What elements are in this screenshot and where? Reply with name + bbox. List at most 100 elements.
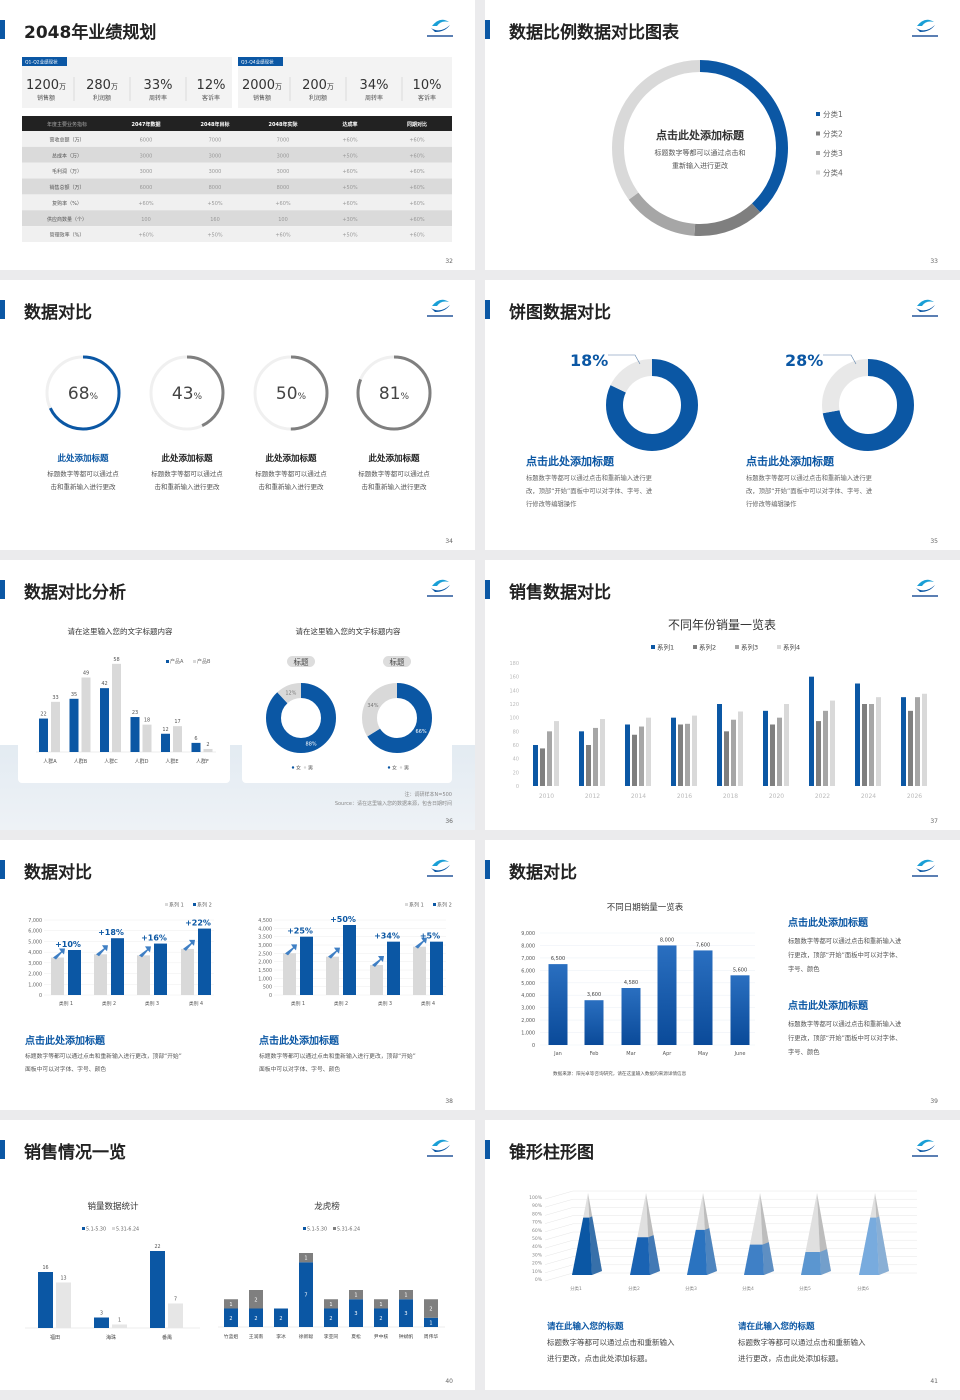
x-tick-label: 2014 [631,793,646,800]
legend-label: 系列3 [741,643,758,652]
gridline [544,1215,917,1224]
y-tick-label: 2,500 [258,951,272,957]
table-cell: 3000 [209,169,222,175]
category-label: 分类5 [799,1285,811,1292]
legend-swatch [112,1227,115,1230]
data-label: 22 [40,712,46,718]
data-label: 1 [118,1318,121,1324]
ring-value: 68% [68,384,99,404]
bar [69,698,79,752]
legend-swatch [816,131,820,136]
data-label: 33 [52,695,58,701]
x-tick-label: 2016 [677,793,692,800]
cone-value-side [762,1242,774,1275]
slide-37[interactable]: 不同年份销量一览表 系列1 系列2 系列3 系列4 0 20 40 60 80 100 120 140 1… [485,560,960,830]
legend-swatch [816,151,820,155]
gridline [544,1256,917,1265]
item-body: 击和重新输入进行更改 [155,482,221,491]
data-label: 7,600 [696,942,710,948]
slide-40[interactable]: 销量数据统计 龙虎榜 5.1-5.30 5.31-6.24 5.1-5.30 5.31-6… [0,1120,475,1390]
kpi-label: 利润额 [309,94,327,102]
block-title: 请在此输入您的标题 [738,1321,815,1332]
donut-slice [266,683,336,753]
block-body: 标题数字等都可以通过点击和重新输入进行更改，顶部“开始” [25,1052,182,1060]
title-tag-label: 标题 [294,657,309,667]
gridline [544,1239,917,1249]
bar [763,710,768,786]
slide-41[interactable]: 0% 10% 20% 30% 40% 50% 60% 70% 80% 90% 100% 分类1 分类2 分… [485,1120,960,1390]
category-label: 海珠 [106,1334,116,1341]
kpi-number: 33% [144,78,173,93]
slide-38[interactable]: 0 1,000 2,000 3,000 4,000 5,000 6,000 7,000 系列 1… [0,840,475,1110]
cone-value [801,1252,821,1275]
x-tick-label: 2024 [861,793,876,800]
block-title: 点击此处添加标题 [526,454,615,468]
slide-content: 0% 10% 20% 30% 40% 50% 60% 70% 80% 90% 100% 分类1 分类2 分… [529,1190,917,1363]
bar [130,717,140,752]
block-body: 标题数字等都可以通过点击和重新输入进 [788,1019,902,1028]
cone-value-side [589,1216,602,1275]
segment-label: 1 [379,1302,382,1308]
slide-33[interactable]: 点击此处添加标题 标题数字等都可以通过点击和 重新输入进行更改 分类1 分类2 分类3 分类… [485,0,960,270]
table-cell: 7000 [209,138,222,144]
y-tick-label: 120 [509,702,519,708]
kpi-unit: 万 [275,83,282,91]
bar-segment [299,1253,313,1263]
data-label: 35 [71,692,77,698]
bar-segment [224,1308,238,1327]
bar [413,946,426,995]
bar [430,941,443,995]
table-cell: 7000 [277,138,290,144]
table-cell: +60% [342,201,358,207]
ring-unit: % [298,392,307,402]
block-body: 标题数字等都可以通过点击和重新输入 [547,1337,675,1347]
table-cell: 6000 [140,138,153,144]
bar [173,726,182,752]
legend-label: 分类4 [823,168,843,178]
x-tick-label: 2026 [907,793,922,800]
y-tick-label: 3,000 [258,943,272,949]
category-label: Mar [626,1051,636,1057]
bar [142,724,152,752]
legend-label: 5.1-5.30 [86,1227,106,1233]
category-label: 福田 [50,1334,60,1341]
bar [94,1317,109,1328]
y-tick-label: 0% [535,1277,543,1283]
kpi-number: 34% [360,78,389,93]
block-body: 改，顶部“开始”面板中可以对字体、字号、进 [526,486,653,495]
company-logo-icon [912,19,938,37]
block-body: 行修改等编辑操作 [526,499,577,508]
table-cell: +50% [342,185,358,191]
kpi-tag [22,57,67,66]
legend-label: 5.1-5.30 [307,1227,327,1233]
donut-slice [362,683,432,753]
slide-title: 销售数据对比 [509,583,611,603]
growth-label: +10% [55,940,81,949]
slide-title: 数据对比 [24,303,92,323]
ring-unit: % [90,392,99,402]
y-tick-label: 500 [263,985,272,991]
block-title: 点击此处添加标题 [25,1034,106,1047]
y-tick-label: 0 [269,993,272,999]
slide-34[interactable]: 68% 此处添加标题 标题数字等都可以通过点 击和重新输入进行更改 43% 此处添加标题标… [0,280,475,550]
bar [370,965,383,995]
ring-value: 50% [276,384,307,404]
y-tick-label: 1,000 [258,976,272,982]
y-tick-label: 1,000 [28,982,42,988]
data-label: 17 [174,719,180,725]
bar [809,676,814,786]
bar [56,1282,71,1328]
kpi-number: 280 [86,78,111,93]
table-cell: 总成本（万） [52,152,82,159]
slide-35[interactable]: 18% 点击此处添加标题 标题数字等都可以通过点击和重新输入进行更 改，顶部“开始”面… [485,280,960,550]
kpi-label: 周转率 [365,94,383,102]
bar [203,748,213,752]
y-tick-label: 30% [532,1252,543,1258]
slide-32[interactable]: Q1-Q2业绩现状 1200万 销售额 280万 利润额 33% 周转率 12% 客诉率 Q3-Q… [0,0,475,270]
page-number: 36 [445,818,453,825]
slide-36[interactable]: 请在这里输入您的文字标题内容请在这里输入您的文字标题内容22%33%人群A35%… [0,560,475,830]
slide-39[interactable]: 不同日期销量一览表 0 1,000 2,000 3,000 4,000 5,000 6,000… [485,840,960,1110]
block-body: 标题数字等都可以通过点击和重新输入进行更改，顶部“开始” [259,1052,416,1060]
bar [855,683,860,786]
gridline [544,1264,917,1274]
